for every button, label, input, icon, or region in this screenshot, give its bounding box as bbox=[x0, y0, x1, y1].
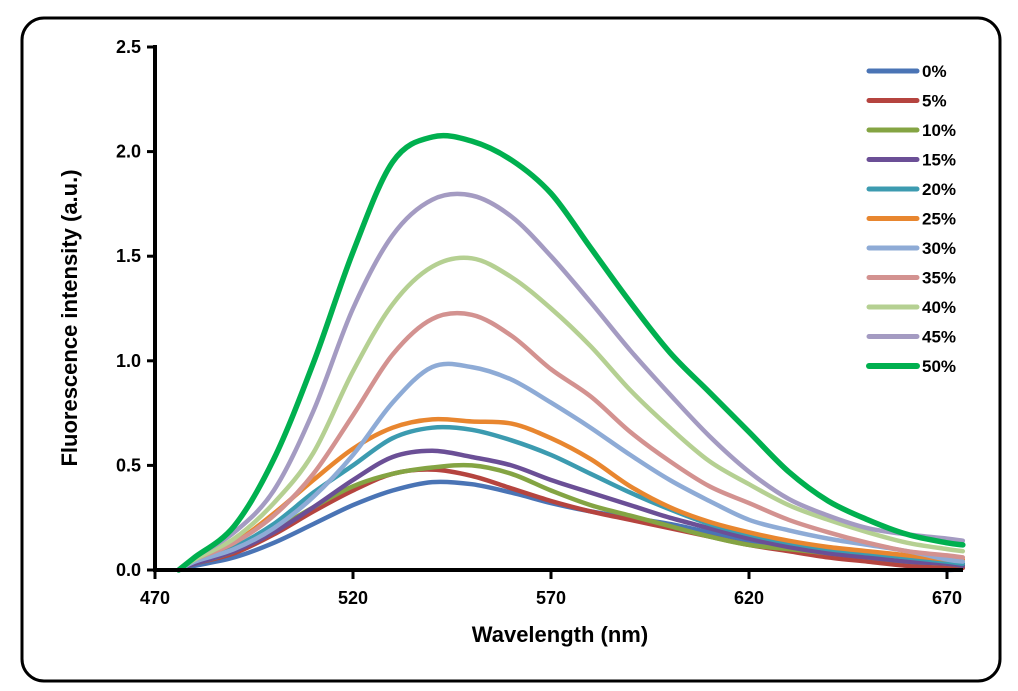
y-tick-label: 1.5 bbox=[116, 246, 141, 266]
legend-item: 20% bbox=[866, 180, 956, 199]
x-tick-label: 570 bbox=[536, 588, 566, 608]
legend-label: 20% bbox=[922, 180, 956, 199]
series-line-45pct bbox=[176, 191, 966, 573]
legend-item: 35% bbox=[866, 269, 956, 288]
legend: 0% 5% 10% 15% 20% 25% 30% 35% 40% 45% 50% bbox=[866, 62, 956, 376]
legend-label: 25% bbox=[922, 210, 956, 229]
legend-item: 50% bbox=[866, 357, 956, 376]
chart-frame bbox=[20, 16, 1002, 683]
y-axis-title: Fluorescence intensity (a.u.) bbox=[57, 169, 82, 466]
y-tick-label: 0.5 bbox=[116, 455, 141, 475]
series-layer bbox=[176, 132, 966, 573]
series-line-15pct bbox=[176, 448, 966, 573]
legend-item: 15% bbox=[866, 151, 956, 170]
legend-label: 5% bbox=[922, 92, 947, 111]
y-tick-label: 2.5 bbox=[116, 37, 141, 57]
legend-item: 5% bbox=[866, 92, 947, 111]
series-line-30pct bbox=[176, 361, 966, 573]
series-line-35pct bbox=[176, 310, 966, 573]
legend-item: 30% bbox=[866, 239, 956, 258]
legend-item: 25% bbox=[866, 210, 956, 229]
x-tick-label: 470 bbox=[140, 588, 170, 608]
legend-label: 0% bbox=[922, 62, 947, 81]
y-tick-label: 1.0 bbox=[116, 351, 141, 371]
x-tick-label: 520 bbox=[338, 588, 368, 608]
x-tick-label: 670 bbox=[932, 588, 962, 608]
y-tick-label: 2.0 bbox=[116, 142, 141, 162]
legend-item: 40% bbox=[866, 298, 956, 317]
x-axis-title: Wavelength (nm) bbox=[472, 622, 648, 647]
legend-label: 45% bbox=[922, 328, 956, 347]
legend-label: 50% bbox=[922, 357, 956, 376]
legend-item: 45% bbox=[866, 328, 956, 347]
legend-label: 35% bbox=[922, 269, 956, 288]
legend-label: 10% bbox=[922, 121, 956, 140]
series-line-40pct bbox=[176, 255, 966, 573]
legend-item: 10% bbox=[866, 121, 956, 140]
legend-label: 40% bbox=[922, 298, 956, 317]
ticks-layer: 0.0 0.5 1.0 1.5 2.0 2.5 470 520 570 620 670 bbox=[116, 37, 962, 608]
y-tick-label: 0.0 bbox=[116, 560, 141, 580]
series-line-50pct bbox=[176, 132, 966, 573]
legend-label: 30% bbox=[922, 239, 956, 258]
series-line-5pct bbox=[176, 467, 966, 573]
legend-item: 0% bbox=[866, 62, 947, 81]
legend-label: 15% bbox=[922, 151, 956, 170]
x-tick-label: 620 bbox=[734, 588, 764, 608]
